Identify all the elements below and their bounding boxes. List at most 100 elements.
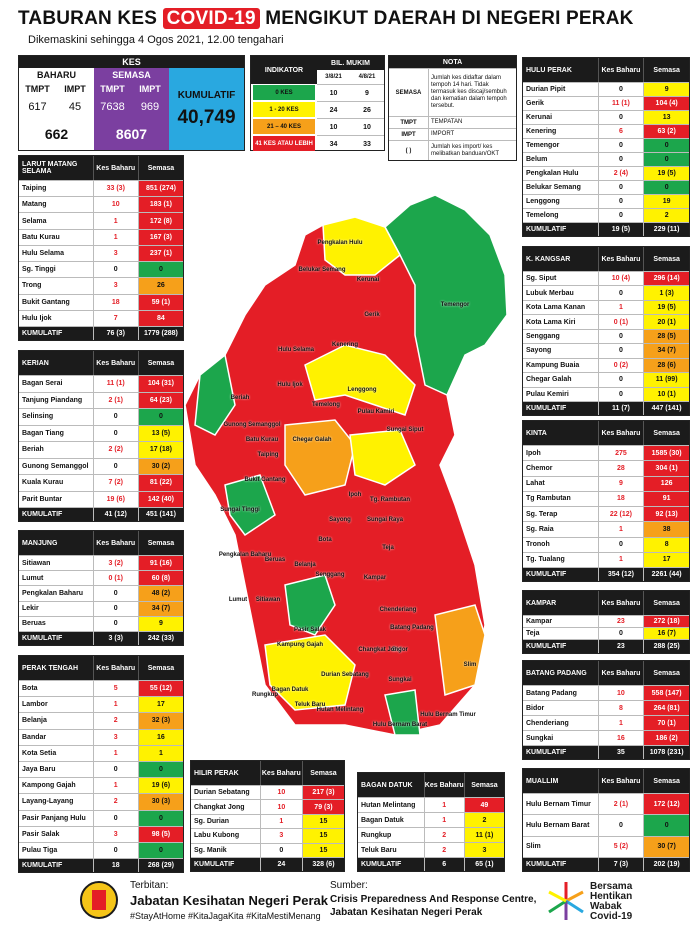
active-cases: 55 (12) xyxy=(137,681,184,697)
locality: Lambor xyxy=(22,701,48,709)
table-row: Senggang 0 28 (5) xyxy=(523,328,689,344)
table-row: Kampong Gajah 1 19 (6) xyxy=(19,777,184,794)
map-label: Kampar xyxy=(363,575,387,581)
table-title: HILIR PERAK xyxy=(194,769,239,777)
locality: Tronoh xyxy=(526,541,550,549)
total-label: KUMULATIF xyxy=(526,860,567,868)
new-cases: 3 xyxy=(92,245,138,262)
label: IMPT xyxy=(64,84,86,94)
map-label: Tg. Rambutan xyxy=(370,497,410,503)
active-cases: 26 xyxy=(137,278,184,294)
new-cases: 9 xyxy=(597,476,644,491)
indicator-level: 1 - 20 KES xyxy=(253,102,315,117)
locality: Kerunai xyxy=(526,114,553,121)
map-label: Batang Padang xyxy=(390,625,434,631)
new-cases: 1 xyxy=(92,229,138,245)
table-row: Jaya Baru 0 0 xyxy=(19,760,184,778)
map-label: Gerik xyxy=(364,312,380,318)
map-label: Beruas xyxy=(264,557,286,563)
new-cases: 0 xyxy=(597,195,644,208)
table-row: Labu Kubong 3 15 xyxy=(191,828,344,843)
table-row: Belanja 2 32 (3) xyxy=(19,712,184,729)
new-cases: 10 xyxy=(597,686,644,700)
table-row: Sg. Terap 22 (12) 92 (13) xyxy=(523,506,689,522)
table-row: Pengkalan Hulu 2 (4) 19 (5) xyxy=(523,166,689,180)
active-cases: 0 xyxy=(643,815,689,836)
active-cases: 558 (147) xyxy=(643,686,689,700)
new-cases: 10 xyxy=(92,197,138,213)
locality: Batang Padang xyxy=(526,689,577,697)
table-row: Sg. Manik 0 15 xyxy=(191,842,344,858)
district-table: BATANG PADANG Kes Baharu Semasa Batang Pada… xyxy=(522,660,690,760)
new-cases: 0 (1) xyxy=(597,315,644,329)
new-cases: 0 xyxy=(597,83,644,96)
map-label: Lenggong xyxy=(347,387,377,393)
table-row: Selinsing 0 0 xyxy=(19,408,184,425)
total-active: 451 (141) xyxy=(137,508,183,521)
new-cases: 1 xyxy=(92,697,138,713)
new-cases: 0 (2) xyxy=(597,358,644,373)
table-row: Hulu Bernam Timur 2 (1) 172 (12) xyxy=(523,793,689,815)
district-table: K. KANGSAR Kes Baharu Semasa Sg. Siput 10 (4… xyxy=(522,246,690,416)
table-row: Kenering 6 63 (2) xyxy=(523,124,689,138)
locality: Kota Lama Kanan xyxy=(526,304,586,312)
table-header: HILIR PERAK Kes Baharu Semasa xyxy=(191,761,344,785)
active-cases: 2 xyxy=(643,209,689,222)
new-cases: 1 xyxy=(423,798,464,812)
map-label: Temelong xyxy=(312,402,340,408)
map-label: Pengkalan Baharu xyxy=(218,552,272,558)
table-row: Durian Sebatang 10 217 (3) xyxy=(191,785,344,800)
total-label: KUMULATIF xyxy=(194,861,235,869)
locality: Kampung Buaia xyxy=(526,361,580,369)
active-cases: 16 xyxy=(137,729,184,745)
total-active: 328 (6) xyxy=(301,858,344,872)
header-cell: 4/8/21 xyxy=(358,74,376,80)
locality: Durian Sebatang xyxy=(194,789,250,797)
cumulative-box: KUMULATIF 40,749 xyxy=(169,68,244,150)
table-row: Sayong 0 34 (7) xyxy=(523,343,689,358)
total-label: KUMULATIF xyxy=(526,749,567,756)
active-cases: 272 (18) xyxy=(643,616,689,627)
locality: Sitiawan xyxy=(22,559,51,567)
table-header: MUALLIM Kes Baharu Semasa xyxy=(523,769,689,793)
district-table: PERAK TENGAH Kes Baharu Semasa Bota 5 55 (12)… xyxy=(18,655,184,873)
new-cases: 19 (6) xyxy=(92,491,138,507)
indicator-value: 34 xyxy=(317,135,350,152)
active-cases: 32 (3) xyxy=(137,713,184,729)
note-text: Jumlah kes import/ kes melibatkan bandua… xyxy=(429,140,516,160)
table-row: Hulu Bernam Barat 0 0 xyxy=(523,814,689,836)
campaign: Bersama Hentikan Wabak Covid-19 xyxy=(590,881,633,922)
map-label: Hulu Ijok xyxy=(277,382,303,388)
total-active: 65 (1) xyxy=(463,858,504,871)
map-label: Chenderiang xyxy=(379,607,417,613)
table-row: Chegar Galah 0 11 (99) xyxy=(523,372,689,387)
new-cases: 10 xyxy=(259,786,302,800)
table-header: LARUT MATANG SELAMA Kes Baharu Semasa xyxy=(19,156,183,180)
active-cases: 183 (1) xyxy=(137,197,184,213)
locality: Lumut xyxy=(22,574,44,582)
total-new: 41 (12) xyxy=(92,508,138,521)
map-label: Belukar Semang xyxy=(298,267,346,273)
new-cases: 0 xyxy=(92,458,138,474)
table-title: KERIAN xyxy=(22,359,49,367)
table-header: PERAK TENGAH Kes Baharu Semasa xyxy=(19,656,183,680)
value: 662 xyxy=(44,126,69,142)
table-row: Tg Rambutan 18 91 xyxy=(523,490,689,506)
new-cases: 0 xyxy=(597,153,644,166)
new-cases: 1 xyxy=(92,778,138,794)
table-row: Lubuk Merbau 0 1 (3) xyxy=(523,285,689,300)
column-header: Kes Baharu xyxy=(92,351,138,375)
table-row: Pengkalan Baharu 0 48 (2) xyxy=(19,585,184,601)
total-new: 35 xyxy=(597,746,644,759)
map-region xyxy=(304,344,416,416)
active-cases: 15 xyxy=(301,814,344,829)
label: BAHARU xyxy=(19,68,94,82)
new-cases: 10 (4) xyxy=(597,272,644,286)
column-header: Semasa xyxy=(137,656,183,680)
total-active: 242 (33) xyxy=(137,632,183,646)
table-row: Parit Buntar 19 (6) 142 (40) xyxy=(19,490,184,507)
locality: Lahat xyxy=(526,480,545,488)
locality: Lubuk Merbau xyxy=(526,289,574,297)
header-cell: BIL. MUKIM xyxy=(317,56,384,70)
locality: Ipoh xyxy=(526,449,541,457)
